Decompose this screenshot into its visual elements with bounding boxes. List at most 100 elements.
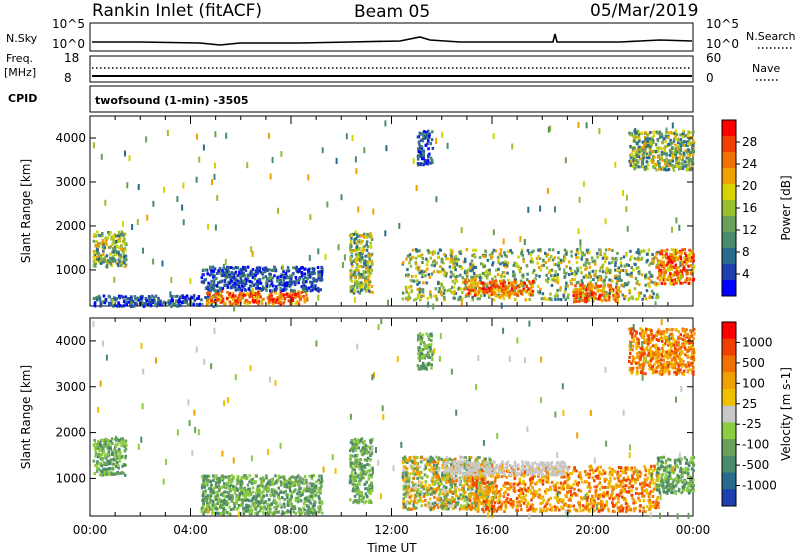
data-cell	[281, 264, 284, 271]
data-cell	[675, 256, 678, 260]
data-cell	[291, 490, 294, 494]
data-cell	[416, 163, 420, 167]
data-cell	[213, 173, 216, 180]
data-cell	[529, 289, 532, 293]
data-cell	[111, 242, 115, 246]
data-cell	[335, 157, 338, 164]
data-cell	[354, 257, 358, 260]
data-cell	[417, 153, 421, 157]
data-cell	[283, 477, 286, 481]
data-cell	[251, 477, 254, 481]
data-cell	[227, 480, 231, 484]
data-cell	[107, 259, 110, 263]
data-cell	[265, 284, 268, 288]
data-cell	[215, 507, 218, 511]
data-cell	[107, 231, 110, 234]
data-cell	[277, 510, 281, 514]
data-cell	[132, 304, 135, 308]
data-cell	[590, 256, 594, 260]
data-cell	[349, 255, 352, 259]
data-cell	[259, 281, 263, 285]
data-cell	[603, 260, 607, 264]
data-cell	[491, 280, 495, 284]
data-cell	[195, 302, 199, 306]
data-cell	[124, 150, 126, 157]
data-cell	[211, 280, 214, 283]
date-title: 05/Mar/2019	[590, 1, 698, 21]
data-cell	[295, 280, 298, 284]
data-cell	[320, 278, 323, 282]
data-cell	[356, 286, 359, 290]
data-cell	[242, 488, 245, 492]
data-cell	[350, 250, 354, 254]
data-cell	[321, 270, 324, 274]
data-cell	[277, 494, 280, 498]
data-cell	[484, 457, 487, 461]
data-cell	[216, 272, 219, 275]
data-cell	[362, 248, 366, 252]
data-cell	[299, 476, 302, 480]
data-cell	[221, 297, 225, 301]
data-cell	[370, 259, 373, 263]
data-cell	[656, 276, 660, 280]
data-cell	[189, 278, 192, 285]
data-cell	[124, 454, 127, 458]
data-cell	[169, 291, 172, 298]
data-cell	[635, 266, 639, 270]
data-cell	[318, 474, 321, 478]
data-cell	[261, 484, 265, 488]
data-cell	[670, 141, 674, 145]
data-cell	[326, 201, 329, 208]
data-cell	[445, 257, 448, 261]
data-cell	[228, 266, 231, 270]
data-cell	[366, 233, 370, 237]
data-cell	[365, 263, 368, 267]
data-cell	[211, 273, 214, 276]
data-cell	[216, 294, 220, 298]
data-cell	[107, 294, 111, 298]
data-cell	[499, 248, 503, 252]
data-cell	[368, 289, 371, 293]
data-cell	[420, 253, 424, 257]
data-cell	[147, 297, 150, 301]
data-cell	[637, 155, 641, 159]
data-cell	[460, 287, 463, 291]
data-cell	[496, 284, 499, 288]
data-cell	[117, 234, 121, 238]
data-cell	[367, 501, 371, 505]
data-cell	[692, 130, 695, 134]
data-cell	[241, 284, 244, 288]
data-cell	[118, 240, 121, 243]
data-cell	[244, 509, 248, 513]
data-cell	[575, 249, 579, 253]
data-cell	[231, 298, 235, 302]
data-cell	[531, 281, 534, 285]
data-cell	[103, 454, 107, 458]
data-cell	[246, 493, 249, 497]
data-cell	[109, 439, 112, 443]
data-cell	[657, 155, 661, 159]
beam-title: Beam 05	[354, 2, 430, 22]
data-cell	[630, 271, 633, 275]
data-cell	[633, 154, 637, 158]
data-cell	[250, 270, 253, 274]
data-cell	[108, 459, 111, 463]
data-cell	[409, 257, 412, 261]
data-cell	[654, 283, 658, 287]
data-cell	[673, 151, 676, 155]
data-cell	[294, 282, 297, 286]
data-cell	[253, 296, 256, 299]
data-cell	[366, 275, 370, 279]
data-cell	[467, 291, 471, 295]
data-cell	[689, 272, 693, 276]
data-cell	[427, 301, 430, 308]
data-cell	[614, 293, 617, 296]
data-cell	[361, 247, 364, 253]
data-cell	[106, 470, 110, 474]
data-cell	[350, 234, 353, 238]
data-cell	[284, 283, 287, 287]
data-cell	[412, 472, 415, 476]
data-cell	[546, 280, 549, 284]
data-cell	[312, 494, 316, 498]
data-cell	[225, 132, 228, 139]
